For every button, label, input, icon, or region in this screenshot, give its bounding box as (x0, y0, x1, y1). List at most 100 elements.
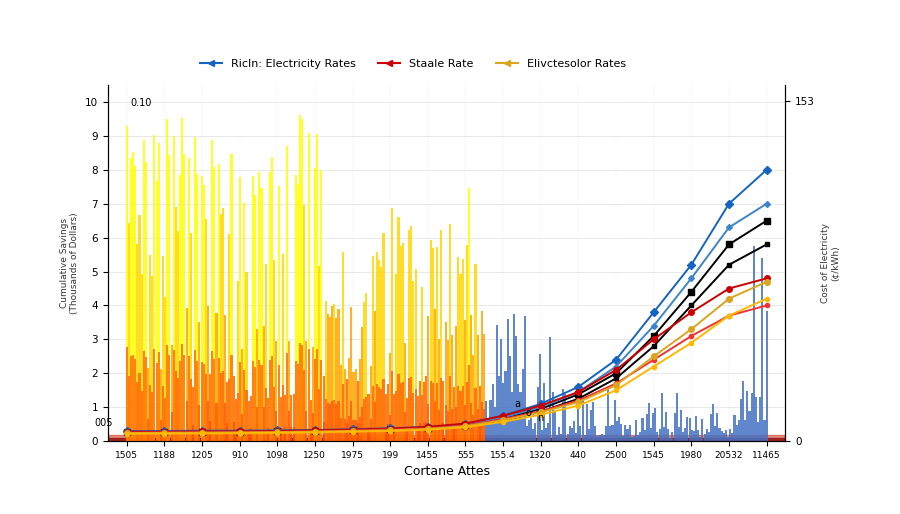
Bar (151, 277, 153, 441)
Bar (145, 357, 147, 441)
Bar (327, 315, 328, 441)
Bar (265, 265, 266, 441)
Bar (648, 403, 650, 441)
Bar (571, 428, 573, 441)
Bar (688, 417, 690, 441)
Bar (258, 172, 260, 441)
Bar (449, 224, 451, 441)
Bar (721, 431, 723, 441)
Bar (310, 400, 311, 441)
Bar (727, 437, 729, 441)
Bar (549, 337, 552, 441)
Bar (723, 433, 724, 441)
Bar (188, 158, 190, 441)
Bar (143, 351, 145, 441)
Bar (198, 406, 201, 441)
Bar (418, 423, 421, 441)
Bar (724, 430, 727, 441)
Bar (311, 347, 314, 441)
Bar (207, 400, 209, 441)
Bar (382, 379, 384, 441)
Bar (462, 259, 464, 441)
Bar (365, 397, 367, 441)
Bar (715, 426, 716, 441)
Bar (511, 392, 513, 441)
Bar (446, 340, 449, 441)
Bar (742, 381, 744, 441)
Bar (237, 393, 239, 441)
Bar (661, 393, 662, 441)
Bar (436, 247, 438, 441)
Bar (472, 355, 474, 441)
Bar (271, 356, 274, 441)
Text: o: o (526, 408, 532, 418)
Bar (583, 435, 586, 441)
Bar (342, 384, 344, 441)
Bar (507, 319, 508, 441)
Bar (757, 421, 759, 441)
Bar (678, 427, 680, 441)
Text: 0.10: 0.10 (130, 98, 152, 108)
Bar (620, 424, 622, 441)
Bar (464, 320, 466, 441)
Bar (605, 426, 608, 441)
Bar (418, 381, 421, 441)
Bar (224, 403, 226, 441)
Bar (556, 435, 558, 441)
Bar (136, 382, 139, 441)
Bar (274, 260, 275, 441)
Bar (682, 432, 684, 441)
Bar (271, 157, 274, 441)
Bar (635, 420, 637, 441)
Bar (577, 391, 580, 441)
Bar (249, 428, 252, 441)
Bar (443, 423, 445, 441)
Bar (108, 435, 786, 441)
Bar (498, 376, 500, 441)
Bar (202, 364, 204, 441)
Bar (698, 430, 699, 441)
Bar (359, 416, 361, 441)
Bar (308, 348, 310, 441)
Bar (515, 336, 518, 441)
Bar (749, 412, 751, 441)
Bar (230, 154, 232, 441)
Bar (254, 368, 256, 441)
Bar (170, 412, 173, 441)
Bar (303, 205, 305, 441)
Bar (156, 181, 158, 441)
Bar (410, 227, 412, 441)
Bar (628, 425, 631, 441)
Bar (455, 407, 457, 441)
Bar (263, 326, 265, 441)
Bar (673, 413, 676, 441)
Bar (734, 415, 735, 441)
Bar (361, 407, 363, 441)
Bar (494, 407, 496, 441)
Bar (513, 314, 515, 441)
Bar (751, 393, 752, 441)
Bar (446, 411, 449, 441)
Bar (344, 419, 346, 441)
Bar (364, 399, 365, 441)
Bar (288, 341, 291, 441)
Bar (348, 358, 350, 441)
Bar (391, 208, 393, 441)
Bar (364, 302, 365, 441)
Bar (519, 392, 521, 441)
Bar (575, 433, 577, 441)
Bar (344, 369, 346, 441)
Bar (226, 382, 229, 441)
Bar (177, 378, 179, 441)
Bar (134, 359, 136, 441)
Bar (282, 254, 284, 441)
Bar (248, 401, 249, 441)
Bar (249, 396, 252, 441)
Bar (526, 426, 528, 441)
Bar (333, 400, 336, 441)
Bar (239, 177, 241, 441)
Bar (693, 431, 695, 441)
Bar (277, 187, 280, 441)
Bar (196, 361, 198, 441)
Bar (241, 414, 243, 441)
